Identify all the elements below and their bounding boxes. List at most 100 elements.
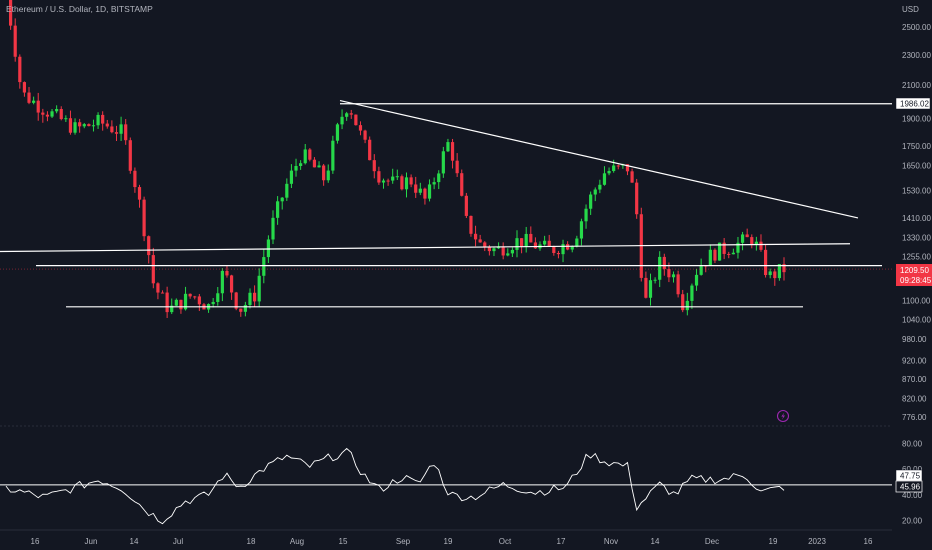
symbol-title: Ethereum / U.S. Dollar, 1D, BITSTAMP xyxy=(6,4,153,14)
candle-body xyxy=(731,252,735,255)
candle-body xyxy=(579,221,584,239)
candle-body xyxy=(322,165,326,181)
lightning-icon[interactable] xyxy=(776,409,790,423)
candle-body xyxy=(386,180,390,182)
time-tick-label: Jun xyxy=(85,537,98,546)
price-tick-label: 820.00 xyxy=(902,395,927,404)
candle-body xyxy=(179,299,183,310)
time-tick-label: Aug xyxy=(290,537,304,546)
time-tick-label: Nov xyxy=(604,537,618,546)
candle-body xyxy=(395,176,399,178)
candle-body xyxy=(409,177,413,185)
candle-body xyxy=(515,238,519,250)
candle-body xyxy=(754,241,758,245)
candle-body xyxy=(335,124,340,141)
candle-body xyxy=(437,173,441,183)
candle-body xyxy=(183,293,188,310)
candle-body xyxy=(64,118,68,120)
candle-body xyxy=(694,274,699,286)
candle-body xyxy=(137,187,142,200)
candle-body xyxy=(519,238,524,247)
candle-body xyxy=(763,249,768,276)
candle-body xyxy=(423,188,427,199)
rsi-tick-label: 80.00 xyxy=(902,439,923,448)
candle-body xyxy=(676,274,680,295)
countdown-text: 09:28:45 xyxy=(900,276,932,285)
candle-body xyxy=(561,244,565,255)
candle-body xyxy=(96,114,100,126)
candle-body xyxy=(234,292,238,309)
price-axis[interactable]: 2500.00 2300.00 2100.00 1900.00 1750.00 1650.… xyxy=(902,23,931,422)
candle-body xyxy=(211,301,215,305)
candle-body xyxy=(377,171,381,183)
candle-body xyxy=(602,173,607,185)
price-tick-label: 1750.00 xyxy=(902,142,931,151)
candle-body xyxy=(193,296,197,298)
candle-body xyxy=(667,269,671,278)
candle-body xyxy=(101,114,105,124)
candle-body xyxy=(501,246,505,256)
candle-body xyxy=(280,197,284,202)
candle-body xyxy=(308,149,312,160)
price-tick-label: 1040.00 xyxy=(902,315,931,324)
candle-body xyxy=(782,264,786,273)
time-tick-label: 16 xyxy=(864,537,873,546)
candle-body xyxy=(358,125,363,131)
candle-body xyxy=(110,126,114,133)
trendline-upper-support xyxy=(0,243,851,253)
candle-body xyxy=(570,246,574,250)
candle-body xyxy=(225,270,229,276)
candle-body xyxy=(368,139,372,161)
candle-body xyxy=(27,92,31,103)
candle-body xyxy=(243,304,247,312)
time-tick-label: 2023 xyxy=(808,537,826,546)
candle-body xyxy=(630,171,634,183)
candle-body xyxy=(229,275,234,293)
candle-body xyxy=(593,189,597,195)
candle-body xyxy=(128,140,132,171)
candle-body xyxy=(543,240,547,245)
candle-body xyxy=(506,253,510,256)
candle-body xyxy=(685,300,689,311)
marker-price-text: 1986.02 xyxy=(900,100,929,109)
time-axis[interactable]: 16 Jun 14 Jul 18 Aug 15 Sep 19 Oct 17 Nov 14 Dec 19 202… xyxy=(31,537,873,546)
candle-body xyxy=(547,240,551,247)
candle-body xyxy=(55,109,59,112)
candle-body xyxy=(722,242,726,254)
candle-body xyxy=(464,195,468,216)
candle-body xyxy=(257,275,261,302)
price-tick-label: 1100.00 xyxy=(902,297,931,306)
candle-body xyxy=(142,199,146,237)
time-tick-label: 16 xyxy=(31,537,40,546)
candle-body xyxy=(589,194,593,209)
candle-body xyxy=(59,109,63,120)
candle-body xyxy=(713,249,717,261)
candle-body xyxy=(727,253,731,255)
candle-body xyxy=(312,159,317,168)
candle-body xyxy=(510,249,514,254)
candle-body xyxy=(612,165,616,171)
candle-body xyxy=(68,118,73,133)
candle-body xyxy=(736,242,740,253)
candle-body xyxy=(584,208,588,222)
candle-body xyxy=(78,122,82,127)
time-tick-label: Dec xyxy=(705,537,719,546)
candle-body xyxy=(114,132,119,134)
candle-body xyxy=(13,25,17,57)
candle-body xyxy=(174,299,178,306)
candle-body xyxy=(699,265,703,275)
candle-body xyxy=(50,111,54,117)
candle-body xyxy=(759,241,763,250)
rsi-tick-label: 20.00 xyxy=(902,517,923,526)
candle-body xyxy=(529,233,533,243)
rsi-tag-2: 45.96 xyxy=(900,483,921,492)
candle-body xyxy=(460,173,464,196)
candle-body xyxy=(653,279,657,281)
candle-body xyxy=(768,271,772,276)
candle-body xyxy=(750,237,754,245)
candle-body xyxy=(326,170,330,181)
candle-body xyxy=(188,293,192,297)
candle-body xyxy=(446,142,450,152)
candle-body xyxy=(317,165,321,168)
